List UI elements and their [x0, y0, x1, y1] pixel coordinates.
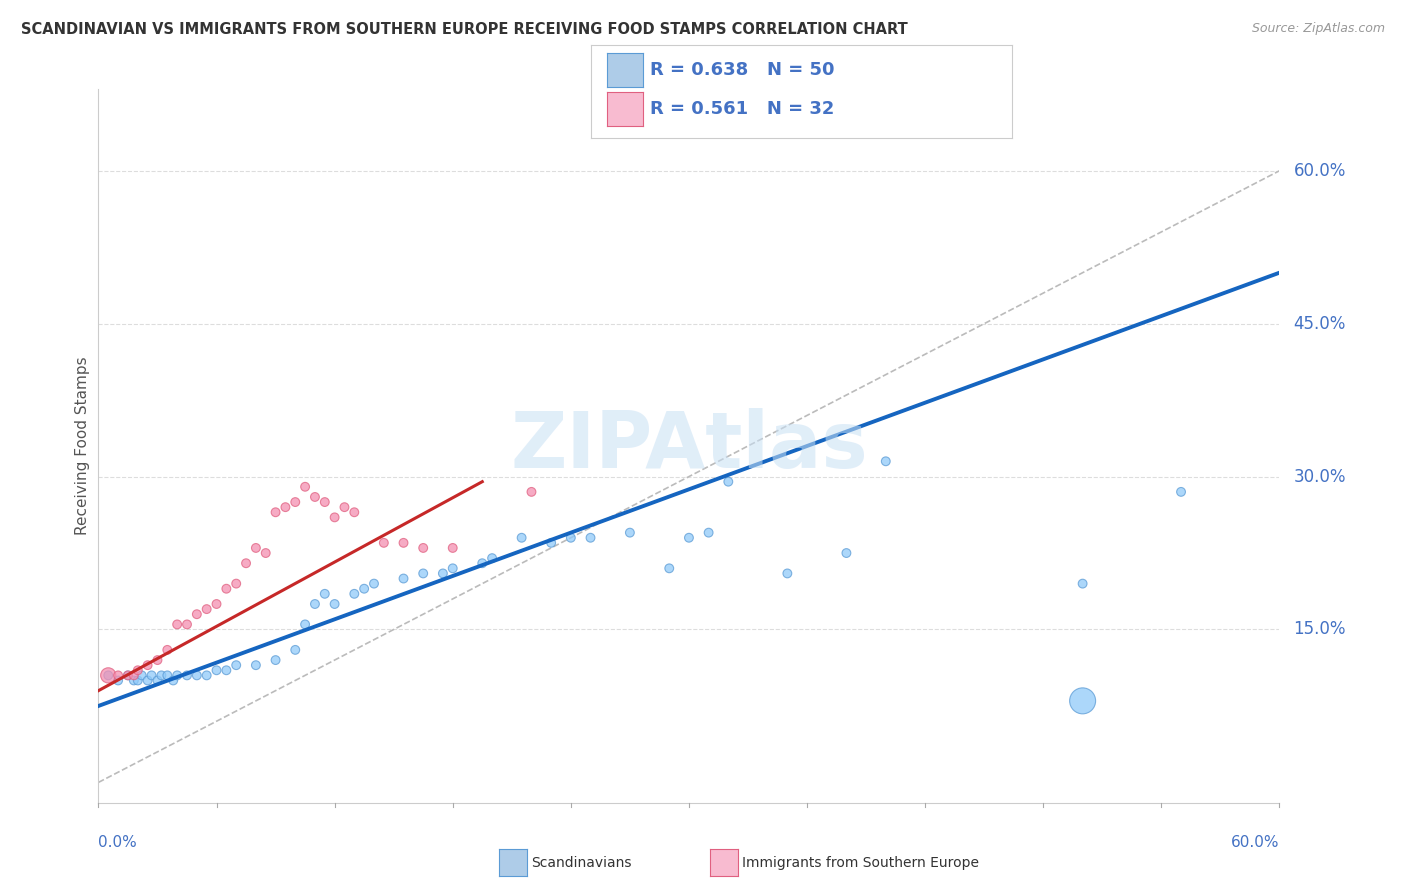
Point	[717, 475, 740, 489]
Point	[117, 668, 139, 682]
Text: 30.0%: 30.0%	[1294, 467, 1346, 485]
Point	[156, 643, 179, 657]
Point	[314, 495, 336, 509]
Point	[205, 597, 228, 611]
Point	[343, 505, 366, 519]
Point	[225, 576, 247, 591]
Point	[264, 505, 287, 519]
Point	[195, 602, 218, 616]
Point	[254, 546, 277, 560]
Point	[162, 673, 184, 688]
Point	[314, 587, 336, 601]
Point	[235, 556, 257, 570]
Point	[122, 668, 145, 682]
Point	[353, 582, 375, 596]
Point	[619, 525, 641, 540]
Point	[150, 668, 173, 682]
Point	[412, 541, 434, 555]
Point	[186, 607, 208, 622]
Point	[166, 668, 188, 682]
Point	[176, 668, 198, 682]
Point	[156, 668, 179, 682]
Point	[875, 454, 897, 468]
Point	[284, 643, 307, 657]
Point	[373, 536, 395, 550]
Point	[97, 668, 120, 682]
Point	[215, 582, 238, 596]
Text: 45.0%: 45.0%	[1294, 315, 1346, 333]
Point	[658, 561, 681, 575]
Point	[776, 566, 799, 581]
Point	[441, 561, 464, 575]
Point	[323, 510, 346, 524]
Point	[166, 617, 188, 632]
Point	[304, 490, 326, 504]
Point	[697, 525, 720, 540]
Point	[264, 653, 287, 667]
Point	[146, 673, 169, 688]
Point	[127, 673, 149, 688]
Point	[117, 668, 139, 682]
Point	[392, 536, 415, 550]
Text: 60.0%: 60.0%	[1232, 836, 1279, 850]
Point	[1071, 576, 1094, 591]
Point	[245, 541, 267, 555]
Text: SCANDINAVIAN VS IMMIGRANTS FROM SOUTHERN EUROPE RECEIVING FOOD STAMPS CORRELATIO: SCANDINAVIAN VS IMMIGRANTS FROM SOUTHERN…	[21, 22, 908, 37]
Point	[471, 556, 494, 570]
Point	[579, 531, 602, 545]
Point	[225, 658, 247, 673]
Point	[343, 587, 366, 601]
Text: 15.0%: 15.0%	[1294, 621, 1346, 639]
Point	[1170, 484, 1192, 499]
Text: R = 0.638   N = 50: R = 0.638 N = 50	[650, 61, 834, 78]
Point	[412, 566, 434, 581]
Point	[441, 541, 464, 555]
Point	[510, 531, 533, 545]
Point	[678, 531, 700, 545]
Point	[245, 658, 267, 673]
Point	[294, 617, 316, 632]
Point	[294, 480, 316, 494]
Point	[127, 663, 149, 677]
Point	[284, 495, 307, 509]
Point	[560, 531, 582, 545]
Point	[136, 658, 159, 673]
Point	[131, 668, 153, 682]
Point	[136, 673, 159, 688]
Text: R = 0.561   N = 32: R = 0.561 N = 32	[650, 100, 834, 118]
Text: Scandinavians: Scandinavians	[531, 855, 631, 870]
Point	[835, 546, 858, 560]
Text: Immigrants from Southern Europe: Immigrants from Southern Europe	[742, 855, 980, 870]
Point	[392, 572, 415, 586]
Point	[333, 500, 356, 515]
Point	[1071, 694, 1094, 708]
Point	[146, 653, 169, 667]
Point	[107, 668, 129, 682]
Point	[107, 673, 129, 688]
Point	[205, 663, 228, 677]
Point	[323, 597, 346, 611]
Point	[274, 500, 297, 515]
Point	[520, 484, 543, 499]
Point	[141, 668, 163, 682]
Text: 0.0%: 0.0%	[98, 836, 138, 850]
Point	[215, 663, 238, 677]
Point	[195, 668, 218, 682]
Point	[186, 668, 208, 682]
Point	[363, 576, 385, 591]
Text: ZIPAtlas: ZIPAtlas	[510, 408, 868, 484]
Y-axis label: Receiving Food Stamps: Receiving Food Stamps	[75, 357, 90, 535]
Point	[481, 551, 503, 566]
Point	[304, 597, 326, 611]
Point	[432, 566, 454, 581]
Point	[176, 617, 198, 632]
Point	[97, 668, 120, 682]
Text: 60.0%: 60.0%	[1294, 161, 1346, 180]
Text: Source: ZipAtlas.com: Source: ZipAtlas.com	[1251, 22, 1385, 36]
Point	[540, 536, 562, 550]
Point	[122, 673, 145, 688]
